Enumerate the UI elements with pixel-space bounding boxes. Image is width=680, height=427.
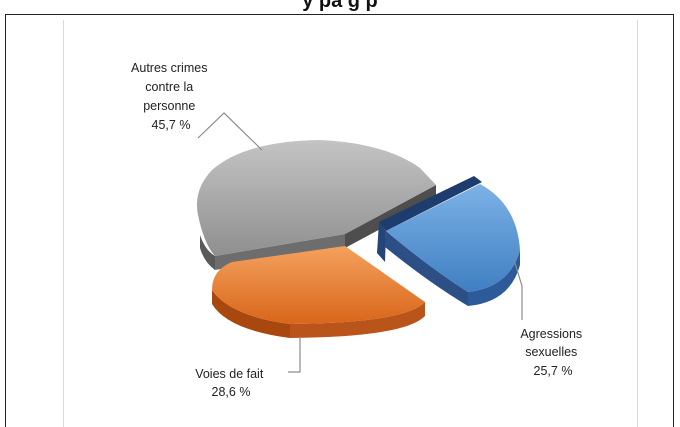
page-title-clipped: y pa g p bbox=[0, 0, 680, 14]
slice-autres-crimes-side bbox=[200, 235, 215, 270]
slice-voies-de-fait-side bbox=[212, 290, 290, 338]
label-autres-crimes-percent: 45,7 % bbox=[152, 118, 191, 132]
slice-agressions-rim bbox=[468, 250, 520, 306]
chart-area bbox=[63, 20, 638, 427]
figure-frame bbox=[5, 14, 674, 427]
label-agressions: Agressions sexuelles 25,7 % bbox=[520, 327, 585, 378]
label-agressions-line-1: Agressions bbox=[520, 327, 582, 341]
slice-voies-de-fait-top bbox=[212, 246, 425, 324]
leader-line-autres-crimes bbox=[197, 112, 263, 151]
label-autres-crimes-line-1: Autres crimes bbox=[131, 61, 207, 75]
label-autres-crimes: Autres crimes contre la personne 45,7 % bbox=[131, 61, 211, 132]
slice-agressions-side bbox=[385, 231, 468, 306]
slice-agressions bbox=[377, 176, 520, 306]
label-autres-crimes-line-2: contre la bbox=[145, 80, 193, 94]
slice-agressions-top bbox=[386, 184, 520, 292]
label-voies-de-fait: Voies de fait 28,6 % bbox=[195, 367, 267, 399]
label-autres-crimes-line-3: personne bbox=[143, 99, 195, 113]
label-agressions-percent: 25,7 % bbox=[534, 364, 573, 378]
slice-voies-de-fait-rim bbox=[290, 302, 425, 338]
slice-autres-crimes-top bbox=[196, 140, 436, 256]
label-agressions-line-2: sexuelles bbox=[525, 345, 577, 359]
label-voies-de-fait-line-1: Voies de fait bbox=[195, 367, 264, 381]
slice-agressions-dark-tab bbox=[379, 176, 482, 231]
label-voies-de-fait-percent: 28,6 % bbox=[212, 385, 251, 399]
leader-line-voies-de-fait bbox=[288, 338, 301, 373]
page-title: y pa g p bbox=[302, 0, 378, 12]
slice-agressions-side-left bbox=[377, 222, 386, 262]
leader-line-agressions bbox=[513, 259, 523, 320]
slice-voies-de-fait bbox=[212, 246, 425, 338]
